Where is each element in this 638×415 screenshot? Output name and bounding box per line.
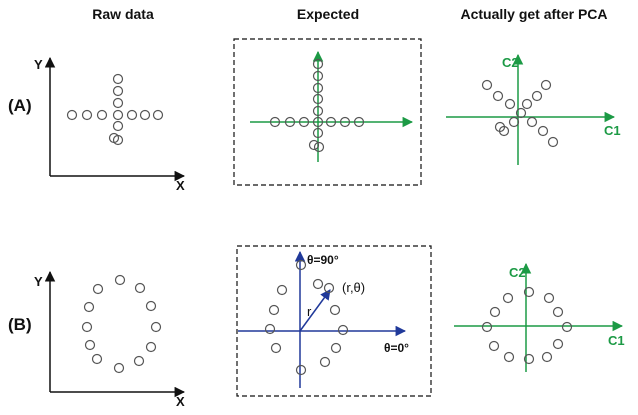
expected-box-a xyxy=(233,38,422,186)
header-after-pca: Actually get after PCA xyxy=(460,6,608,22)
y-axis-label-a: Y xyxy=(34,57,43,72)
pca-axes-b xyxy=(454,262,624,372)
pca-points-b xyxy=(481,286,573,365)
expected-axes-a xyxy=(250,50,414,162)
c1-axis-label-b: C1 xyxy=(608,333,625,348)
c2-axis-label-a: C2 xyxy=(502,55,519,70)
point-coordinate-label: (r,θ) xyxy=(342,280,365,295)
raw-points-b xyxy=(81,274,162,374)
pca-axes-a xyxy=(446,53,616,165)
expected-points-a xyxy=(269,58,365,153)
x-axis-label-a: X xyxy=(176,178,185,193)
c2-axis-label-b: C2 xyxy=(509,265,526,280)
c1-axis-label-a: C1 xyxy=(604,123,621,138)
header-raw-data: Raw data xyxy=(92,6,154,22)
raw-axes-a xyxy=(44,56,186,182)
raw-axes-b xyxy=(44,270,186,398)
expected-box-b xyxy=(236,245,432,397)
expected-points-b xyxy=(264,259,349,376)
header-expected: Expected xyxy=(296,6,360,22)
radius-label: r xyxy=(307,304,312,319)
row-label-b: (B) xyxy=(8,315,32,334)
raw-points-a xyxy=(66,73,164,146)
x-axis-label-b: X xyxy=(176,394,185,409)
expected-axes-b xyxy=(238,250,407,388)
row-label-a: (A) xyxy=(8,96,32,115)
theta-0-label: θ=0° xyxy=(384,341,409,355)
pca-points-a xyxy=(481,79,559,148)
y-axis-label-b: Y xyxy=(34,274,43,289)
theta-90-label: θ=90° xyxy=(307,253,339,267)
